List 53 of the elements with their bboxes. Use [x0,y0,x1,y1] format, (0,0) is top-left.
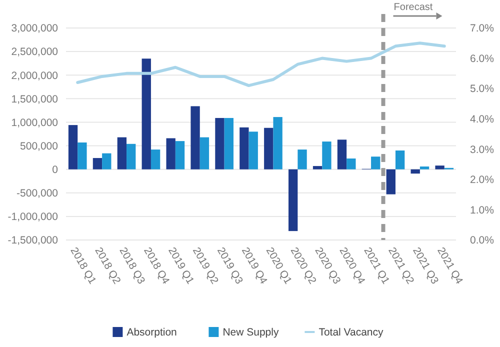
line-series [76,42,446,88]
bar [126,144,136,170]
bar [150,150,160,170]
bar [78,142,87,170]
bar [215,118,224,170]
ref-line-label: Forecast [394,2,433,13]
y2-tick-label: 0.0% [470,234,494,247]
y2-tick-label: 7.0% [470,22,494,35]
bar [346,158,356,170]
bar [288,169,298,232]
y-tick-label: 3,000,000 [11,22,58,35]
bar [371,156,380,170]
y2-tick-label: 2.0% [470,174,494,186]
bar [435,166,444,170]
legend-label: Absorption [126,326,178,339]
y-tick-label: 2,500,000 [11,46,58,58]
bar [200,137,210,170]
bar [92,158,102,170]
bar [175,141,185,170]
bar [312,166,322,170]
bar [337,140,347,170]
y-tick-label: 0 [52,164,58,176]
bar [166,138,176,170]
bar [224,118,234,170]
y-tick-label: 1,000,000 [11,116,58,129]
y-tick-label: -500,000 [16,188,58,200]
bar [420,166,430,170]
bar [240,127,249,170]
y-tick-label: -1,000,000 [8,211,58,224]
bar [117,137,127,170]
bar [68,125,78,170]
y-tick-label: 500,000 [20,140,58,152]
y-tick-label: 1,500,000 [11,93,58,106]
bar [322,142,332,170]
legend-label: Total Vacancy [318,326,384,339]
y-tick-label: 2,000,000 [11,70,58,82]
y-tick-label: -1,500,000 [8,234,58,247]
bar [190,106,200,170]
y2-tick-label: 5.0% [470,83,494,96]
bar [410,169,420,174]
bar [102,153,112,170]
bar [264,128,274,170]
y2-tick-label: 1.0% [470,204,494,216]
y2-tick-label: 3.0% [470,144,494,156]
bar [386,169,396,194]
bar [142,58,151,170]
legend-label: New Supply [222,326,280,339]
bar [273,117,282,170]
y2-tick-label: 4.0% [470,114,494,126]
y2-tick-label: 6.0% [470,52,494,65]
bar [298,150,307,170]
bar [248,132,258,170]
bar [395,150,405,170]
